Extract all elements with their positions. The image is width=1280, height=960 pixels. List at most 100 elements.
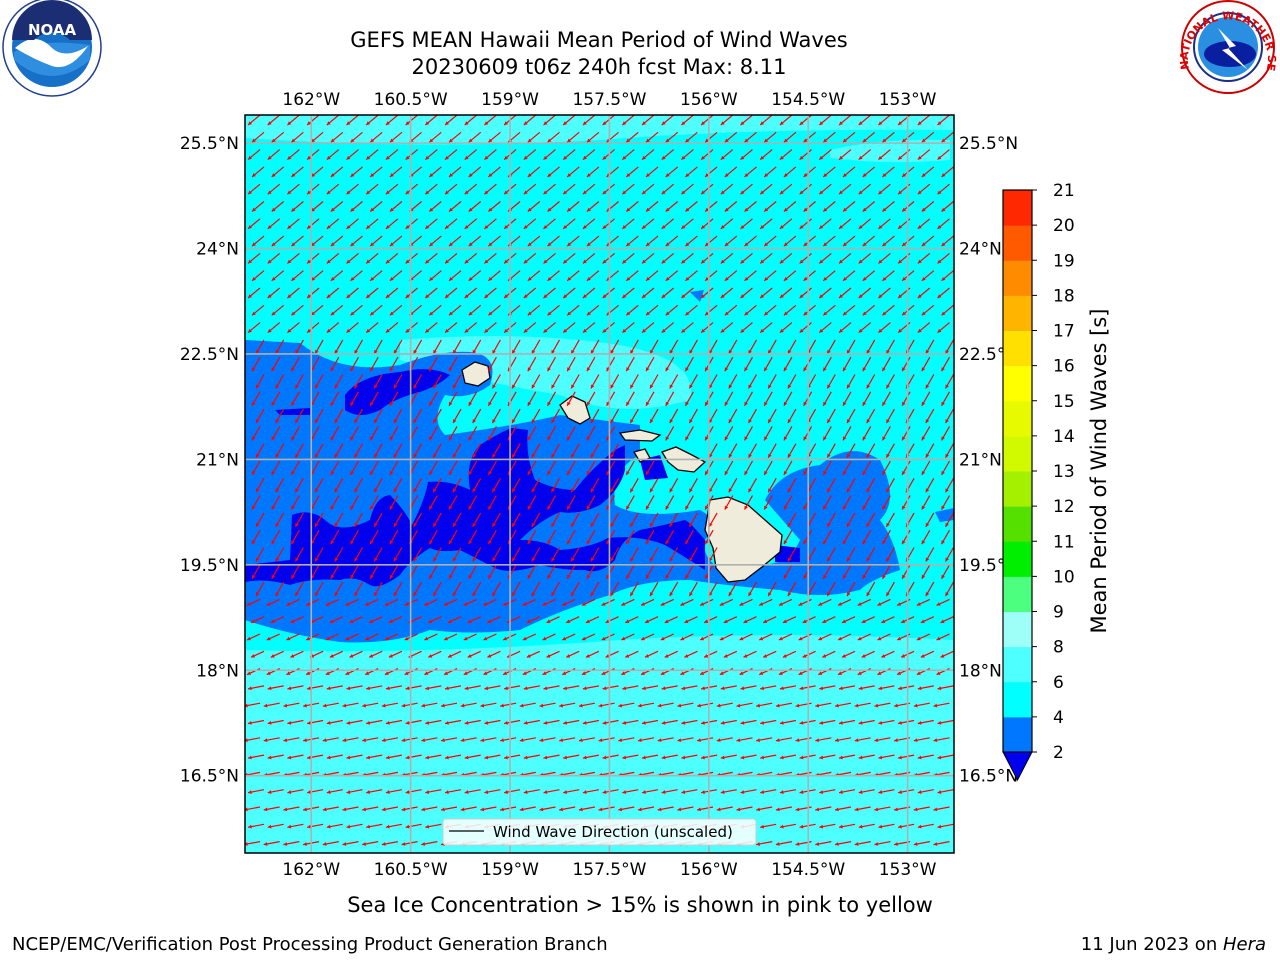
wind-arrow bbox=[590, 408, 600, 424]
wind-arrow bbox=[342, 737, 359, 743]
wind-arrow bbox=[598, 737, 615, 743]
wind-arrow bbox=[447, 650, 462, 658]
wind-arrow bbox=[641, 685, 659, 691]
wind-arrow bbox=[314, 374, 324, 389]
wind-arrow bbox=[602, 149, 615, 161]
wind-arrow bbox=[743, 650, 757, 658]
wind-arrow bbox=[937, 149, 950, 161]
wind-arrow bbox=[716, 806, 733, 812]
wind-arrow bbox=[326, 754, 343, 760]
wind-arrow bbox=[271, 460, 281, 476]
wind-arrow bbox=[585, 616, 600, 624]
wind-arrow bbox=[700, 252, 714, 264]
wind-arrow bbox=[700, 183, 714, 195]
wind-arrow bbox=[550, 443, 561, 458]
wind-arrow bbox=[263, 841, 280, 846]
wind-arrow bbox=[862, 356, 872, 372]
wind-arrow bbox=[286, 633, 300, 641]
wind-arrow bbox=[448, 304, 462, 316]
wind-arrow bbox=[625, 166, 639, 178]
wind-arrow bbox=[637, 737, 655, 743]
wind-arrow bbox=[841, 616, 856, 624]
wind-arrow bbox=[334, 478, 344, 493]
wind-arrow bbox=[621, 598, 635, 606]
wind-arrow bbox=[511, 581, 521, 597]
wind-arrow bbox=[432, 374, 442, 389]
wind-arrow bbox=[294, 408, 304, 424]
wind-arrow bbox=[681, 789, 698, 794]
colorbar-tick-label: 20 bbox=[1053, 216, 1075, 236]
wind-arrow bbox=[743, 495, 754, 510]
wind-arrow bbox=[933, 702, 950, 708]
wind-arrow bbox=[413, 443, 423, 458]
wind-arrow bbox=[818, 183, 832, 195]
wind-arrow bbox=[346, 183, 359, 195]
wind-arrow bbox=[696, 806, 714, 812]
wind-arrow bbox=[629, 374, 639, 389]
wind-arrow bbox=[353, 581, 364, 597]
wind-arrow bbox=[326, 252, 340, 264]
wind-arrow bbox=[582, 754, 600, 760]
wind-arrow bbox=[480, 806, 497, 812]
wind-arrow bbox=[365, 149, 379, 161]
wind-arrow bbox=[385, 149, 399, 161]
wind-arrow bbox=[428, 529, 438, 545]
wind-arrow bbox=[464, 149, 478, 161]
colorbar-segment bbox=[1003, 400, 1032, 437]
wind-arrow bbox=[941, 166, 954, 178]
wind-arrow bbox=[826, 443, 836, 458]
wind-arrow bbox=[940, 426, 951, 441]
wind-arrow bbox=[921, 495, 931, 510]
wind-arrow bbox=[917, 789, 934, 794]
island-group bbox=[461, 361, 783, 583]
wind-arrow bbox=[586, 564, 596, 580]
wind-arrow bbox=[917, 823, 934, 829]
wind-arrow bbox=[874, 737, 891, 743]
wind-arrow bbox=[762, 650, 777, 658]
wind-arrow bbox=[925, 374, 935, 389]
wind-arrow bbox=[901, 564, 911, 580]
wind-arrow bbox=[460, 737, 477, 743]
wind-arrow bbox=[937, 183, 950, 195]
wind-arrow bbox=[362, 806, 379, 812]
wind-arrow bbox=[291, 166, 304, 178]
colorbar-segment bbox=[1003, 681, 1032, 718]
wind-arrow bbox=[448, 201, 462, 212]
wind-arrow bbox=[369, 235, 383, 247]
wind-arrow bbox=[885, 512, 895, 528]
wind-arrow bbox=[373, 374, 383, 389]
wind-arrow bbox=[759, 115, 773, 126]
wind-arrow bbox=[251, 166, 265, 178]
footer-right: 11 Jun 2023 on Hera bbox=[1081, 934, 1266, 955]
wind-arrow bbox=[685, 166, 698, 178]
wind-arrow bbox=[452, 581, 462, 597]
wind-arrow bbox=[251, 529, 261, 545]
wind-arrow bbox=[484, 287, 497, 299]
wind-arrow bbox=[763, 495, 773, 510]
wind-arrow bbox=[920, 616, 935, 624]
wind-arrow bbox=[270, 650, 284, 658]
wind-arrow bbox=[283, 737, 300, 743]
wind-arrow bbox=[736, 806, 753, 812]
wind-arrow bbox=[944, 443, 954, 458]
wind-arrow bbox=[385, 322, 399, 334]
wind-arrow bbox=[720, 287, 734, 299]
wind-arrow bbox=[546, 564, 557, 580]
wind-arrow bbox=[369, 201, 383, 212]
wind-arrow bbox=[290, 650, 304, 658]
wind-arrow bbox=[326, 115, 340, 126]
wind-arrow bbox=[826, 478, 836, 493]
wind-arrow bbox=[940, 650, 954, 658]
wind-arrow bbox=[944, 339, 954, 355]
wind-arrow bbox=[566, 270, 580, 282]
wind-arrow bbox=[468, 270, 482, 282]
wind-arrow bbox=[448, 356, 458, 372]
wind-arrow bbox=[846, 339, 856, 355]
wind-arrow bbox=[547, 166, 560, 178]
wind-arrow bbox=[645, 131, 659, 143]
wind-arrow bbox=[921, 166, 935, 178]
period-2-4-region bbox=[690, 290, 704, 302]
wind-arrow bbox=[944, 374, 954, 389]
wind-arrow bbox=[759, 287, 773, 299]
wind-arrow bbox=[913, 806, 930, 812]
